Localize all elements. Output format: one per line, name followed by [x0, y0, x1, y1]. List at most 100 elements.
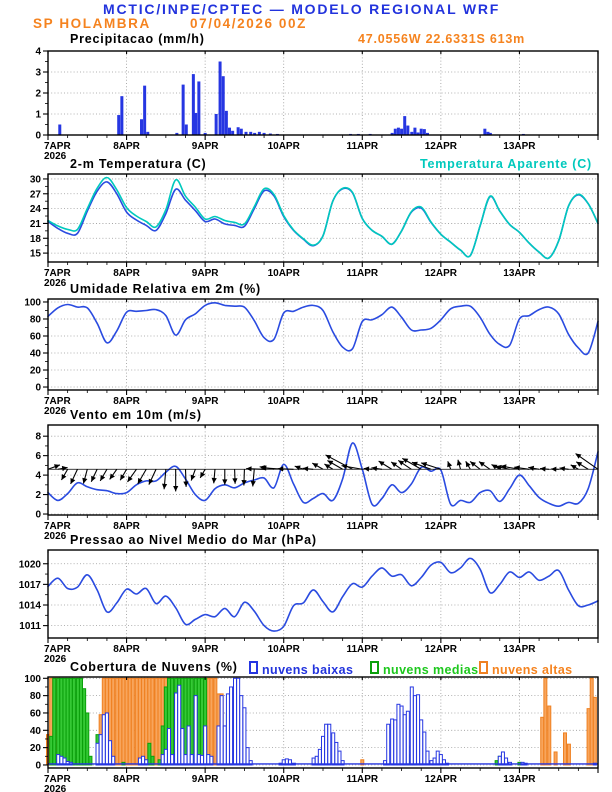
svg-text:1: 1 — [35, 110, 41, 121]
precipitation-title: Precipitacao (mm/h) — [70, 32, 205, 46]
svg-text:8APR: 8APR — [113, 644, 140, 655]
svg-text:8APR: 8APR — [113, 396, 140, 407]
svg-text:10APR: 10APR — [268, 644, 301, 655]
low-clouds-swatch-icon — [249, 661, 258, 674]
svg-text:7APR: 7APR — [44, 141, 71, 152]
svg-text:8APR: 8APR — [113, 774, 140, 785]
svg-text:20: 20 — [30, 743, 42, 754]
svg-text:80: 80 — [30, 691, 42, 702]
svg-text:10APR: 10APR — [268, 141, 301, 152]
svg-text:13APR: 13APR — [503, 644, 536, 655]
svg-text:9APR: 9APR — [192, 268, 219, 279]
svg-text:13APR: 13APR — [503, 396, 536, 407]
coords-label: 47.0556W 22.6331S 613m — [358, 32, 526, 46]
svg-text:4: 4 — [35, 47, 41, 58]
wind-title: Vento em 10m (m/s) — [70, 408, 202, 422]
svg-text:9APR: 9APR — [192, 521, 219, 532]
high-clouds-swatch-icon — [479, 661, 488, 674]
svg-text:11APR: 11APR — [346, 521, 378, 532]
svg-text:1011: 1011 — [19, 621, 41, 632]
svg-text:11APR: 11APR — [346, 268, 378, 279]
svg-text:80: 80 — [30, 314, 42, 325]
svg-text:11APR: 11APR — [346, 644, 378, 655]
svg-text:13APR: 13APR — [503, 268, 536, 279]
svg-text:12APR: 12APR — [425, 396, 458, 407]
cloud-cover-title: Cobertura de Nuvens (%) — [70, 660, 238, 674]
legend-low-clouds: nuvens baixas — [249, 661, 353, 677]
svg-text:8: 8 — [35, 432, 41, 443]
svg-text:11APR: 11APR — [346, 396, 378, 407]
svg-text:2: 2 — [35, 490, 41, 501]
svg-text:7APR: 7APR — [44, 396, 71, 407]
run-datetime: 07/04/2026 00Z — [190, 16, 307, 31]
svg-text:60: 60 — [30, 331, 42, 342]
svg-text:9APR: 9APR — [192, 396, 219, 407]
temperature-title: 2-m Temperatura (C) — [70, 157, 207, 171]
svg-text:3: 3 — [35, 68, 41, 79]
svg-text:60: 60 — [30, 708, 42, 719]
svg-text:10APR: 10APR — [268, 268, 301, 279]
svg-text:2026: 2026 — [44, 406, 67, 417]
svg-text:0: 0 — [35, 510, 41, 521]
svg-text:0: 0 — [35, 760, 41, 771]
legend-high-clouds-label: nuvens altas — [492, 663, 573, 677]
svg-text:100: 100 — [24, 674, 41, 685]
svg-text:10APR: 10APR — [268, 521, 301, 532]
svg-text:1020: 1020 — [19, 559, 42, 570]
legend-high-clouds: nuvens altas — [479, 661, 573, 677]
svg-text:9APR: 9APR — [192, 141, 219, 152]
svg-text:1014: 1014 — [19, 601, 42, 612]
svg-text:11APR: 11APR — [346, 141, 378, 152]
svg-text:18: 18 — [30, 234, 42, 245]
svg-text:13APR: 13APR — [503, 521, 536, 532]
svg-text:13APR: 13APR — [503, 774, 536, 785]
mid-clouds-swatch-icon — [370, 661, 379, 674]
svg-text:15: 15 — [30, 249, 42, 260]
svg-text:12APR: 12APR — [425, 268, 458, 279]
svg-text:1017: 1017 — [19, 580, 42, 591]
svg-text:8APR: 8APR — [113, 141, 140, 152]
svg-text:6: 6 — [35, 451, 41, 462]
svg-text:10APR: 10APR — [268, 774, 301, 785]
svg-text:12APR: 12APR — [425, 141, 458, 152]
app-title: MCTIC/INPE/CPTEC — MODELO REGIONAL WRF — [103, 1, 501, 17]
svg-text:11APR: 11APR — [346, 774, 378, 785]
svg-text:8APR: 8APR — [113, 521, 140, 532]
svg-text:0: 0 — [35, 383, 41, 394]
svg-text:2026: 2026 — [44, 654, 67, 665]
svg-text:2026: 2026 — [44, 151, 67, 162]
svg-text:40: 40 — [30, 726, 42, 737]
svg-text:13APR: 13APR — [503, 141, 536, 152]
svg-text:27: 27 — [30, 189, 42, 200]
svg-text:12APR: 12APR — [425, 774, 458, 785]
station-label: SP HOLAMBRA — [33, 16, 151, 31]
svg-text:21: 21 — [30, 219, 42, 230]
svg-text:12APR: 12APR — [425, 644, 458, 655]
legend-mid-clouds: nuvens medias — [370, 661, 479, 677]
svg-text:9APR: 9APR — [192, 774, 219, 785]
svg-text:7APR: 7APR — [44, 774, 71, 785]
svg-text:2026: 2026 — [44, 278, 67, 289]
pressure-title: Pressao ao Nivel Medio do Mar (hPa) — [70, 533, 317, 547]
svg-text:24: 24 — [30, 204, 42, 215]
svg-text:100: 100 — [24, 297, 41, 308]
svg-text:7APR: 7APR — [44, 644, 71, 655]
svg-text:12APR: 12APR — [425, 521, 458, 532]
svg-text:0: 0 — [35, 131, 41, 142]
svg-text:2026: 2026 — [44, 531, 67, 542]
svg-text:9APR: 9APR — [192, 644, 219, 655]
svg-text:2: 2 — [35, 89, 41, 100]
svg-text:7APR: 7APR — [44, 268, 71, 279]
svg-text:30: 30 — [30, 174, 42, 185]
svg-text:20: 20 — [30, 366, 42, 377]
apparent-temperature-legend: Temperatura Aparente (C) — [420, 157, 593, 171]
svg-text:40: 40 — [30, 349, 42, 360]
